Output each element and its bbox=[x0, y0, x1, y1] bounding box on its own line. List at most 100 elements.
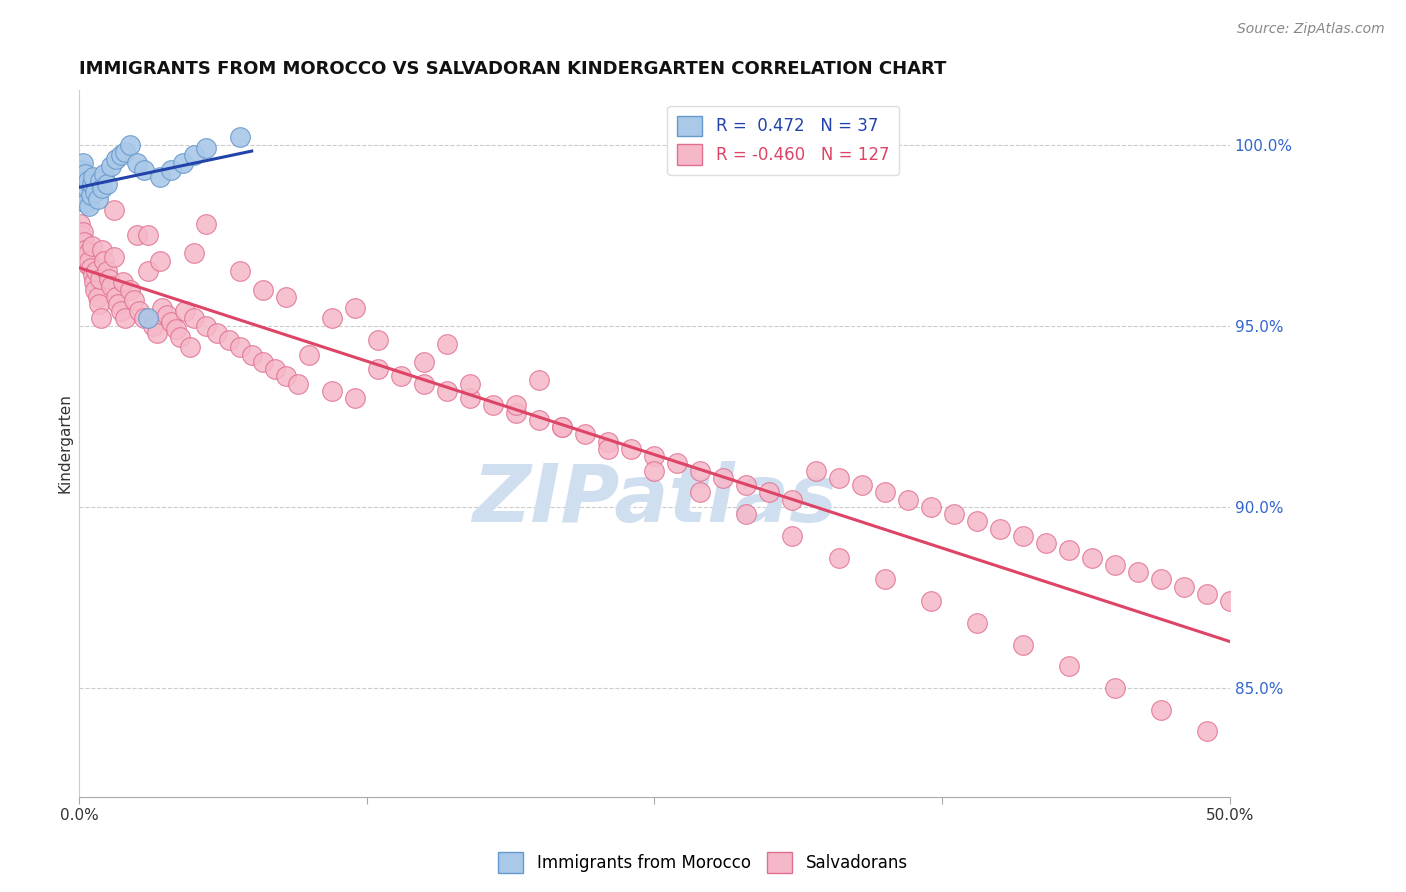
Point bbox=[873, 485, 896, 500]
Point bbox=[436, 384, 458, 398]
Point bbox=[125, 155, 148, 169]
Point bbox=[194, 217, 217, 231]
Point bbox=[1035, 536, 1057, 550]
Point bbox=[80, 239, 103, 253]
Point bbox=[69, 181, 91, 195]
Point bbox=[93, 167, 115, 181]
Point bbox=[76, 181, 98, 195]
Legend: R =  0.472   N = 37, R = -0.460   N = 127: R = 0.472 N = 37, R = -0.460 N = 127 bbox=[668, 105, 900, 175]
Y-axis label: Kindergarten: Kindergarten bbox=[58, 393, 72, 493]
Point bbox=[183, 311, 205, 326]
Point bbox=[252, 355, 274, 369]
Point bbox=[321, 384, 343, 398]
Point bbox=[150, 301, 173, 315]
Point bbox=[643, 464, 665, 478]
Point bbox=[574, 427, 596, 442]
Point bbox=[735, 478, 758, 492]
Point bbox=[73, 185, 96, 199]
Point bbox=[72, 178, 94, 192]
Point bbox=[1057, 659, 1080, 673]
Point bbox=[77, 174, 100, 188]
Point bbox=[804, 464, 827, 478]
Point bbox=[172, 155, 194, 169]
Point bbox=[89, 271, 111, 285]
Point bbox=[174, 304, 197, 318]
Point bbox=[77, 246, 100, 260]
Point bbox=[1011, 529, 1033, 543]
Point bbox=[149, 253, 172, 268]
Point bbox=[118, 137, 141, 152]
Point bbox=[782, 492, 804, 507]
Point bbox=[160, 163, 183, 178]
Point bbox=[689, 485, 711, 500]
Point bbox=[83, 275, 105, 289]
Point bbox=[229, 130, 252, 145]
Point bbox=[107, 297, 129, 311]
Point bbox=[125, 228, 148, 243]
Point bbox=[218, 333, 240, 347]
Point bbox=[298, 348, 321, 362]
Point bbox=[72, 155, 94, 169]
Point bbox=[252, 283, 274, 297]
Point bbox=[460, 376, 482, 391]
Point bbox=[165, 322, 187, 336]
Point bbox=[149, 170, 172, 185]
Point bbox=[79, 199, 101, 213]
Point bbox=[128, 304, 150, 318]
Point bbox=[79, 260, 101, 275]
Point bbox=[93, 253, 115, 268]
Point bbox=[598, 434, 620, 449]
Point bbox=[321, 311, 343, 326]
Point bbox=[124, 293, 146, 308]
Text: Source: ZipAtlas.com: Source: ZipAtlas.com bbox=[1237, 22, 1385, 37]
Point bbox=[72, 225, 94, 239]
Point bbox=[598, 442, 620, 456]
Point bbox=[1011, 638, 1033, 652]
Point bbox=[413, 376, 436, 391]
Point bbox=[920, 500, 942, 514]
Point bbox=[240, 348, 263, 362]
Point bbox=[155, 308, 177, 322]
Point bbox=[229, 264, 252, 278]
Point bbox=[1195, 724, 1218, 739]
Point bbox=[194, 318, 217, 333]
Point bbox=[82, 268, 104, 282]
Point bbox=[413, 355, 436, 369]
Point bbox=[529, 373, 551, 387]
Point bbox=[114, 145, 136, 159]
Point bbox=[1080, 550, 1102, 565]
Point bbox=[69, 217, 91, 231]
Point bbox=[229, 341, 252, 355]
Point bbox=[620, 442, 643, 456]
Point bbox=[179, 341, 201, 355]
Point bbox=[132, 163, 155, 178]
Point bbox=[460, 391, 482, 405]
Point bbox=[194, 141, 217, 155]
Point bbox=[84, 283, 107, 297]
Point bbox=[183, 246, 205, 260]
Point bbox=[276, 369, 298, 384]
Point bbox=[263, 362, 285, 376]
Point bbox=[84, 185, 107, 199]
Point bbox=[110, 148, 132, 162]
Point bbox=[436, 336, 458, 351]
Point bbox=[73, 235, 96, 250]
Point bbox=[1173, 580, 1195, 594]
Legend: Immigrants from Morocco, Salvadorans: Immigrants from Morocco, Salvadorans bbox=[492, 846, 914, 880]
Point bbox=[551, 420, 574, 434]
Point bbox=[1126, 565, 1149, 579]
Point bbox=[160, 315, 183, 329]
Point bbox=[103, 250, 125, 264]
Point bbox=[1104, 558, 1126, 572]
Point bbox=[896, 492, 918, 507]
Point bbox=[827, 471, 849, 485]
Point bbox=[73, 243, 96, 257]
Point bbox=[132, 311, 155, 326]
Point bbox=[82, 170, 104, 185]
Point bbox=[136, 228, 159, 243]
Point bbox=[86, 290, 108, 304]
Point bbox=[851, 478, 873, 492]
Point bbox=[75, 195, 97, 210]
Point bbox=[169, 329, 191, 343]
Point bbox=[86, 264, 108, 278]
